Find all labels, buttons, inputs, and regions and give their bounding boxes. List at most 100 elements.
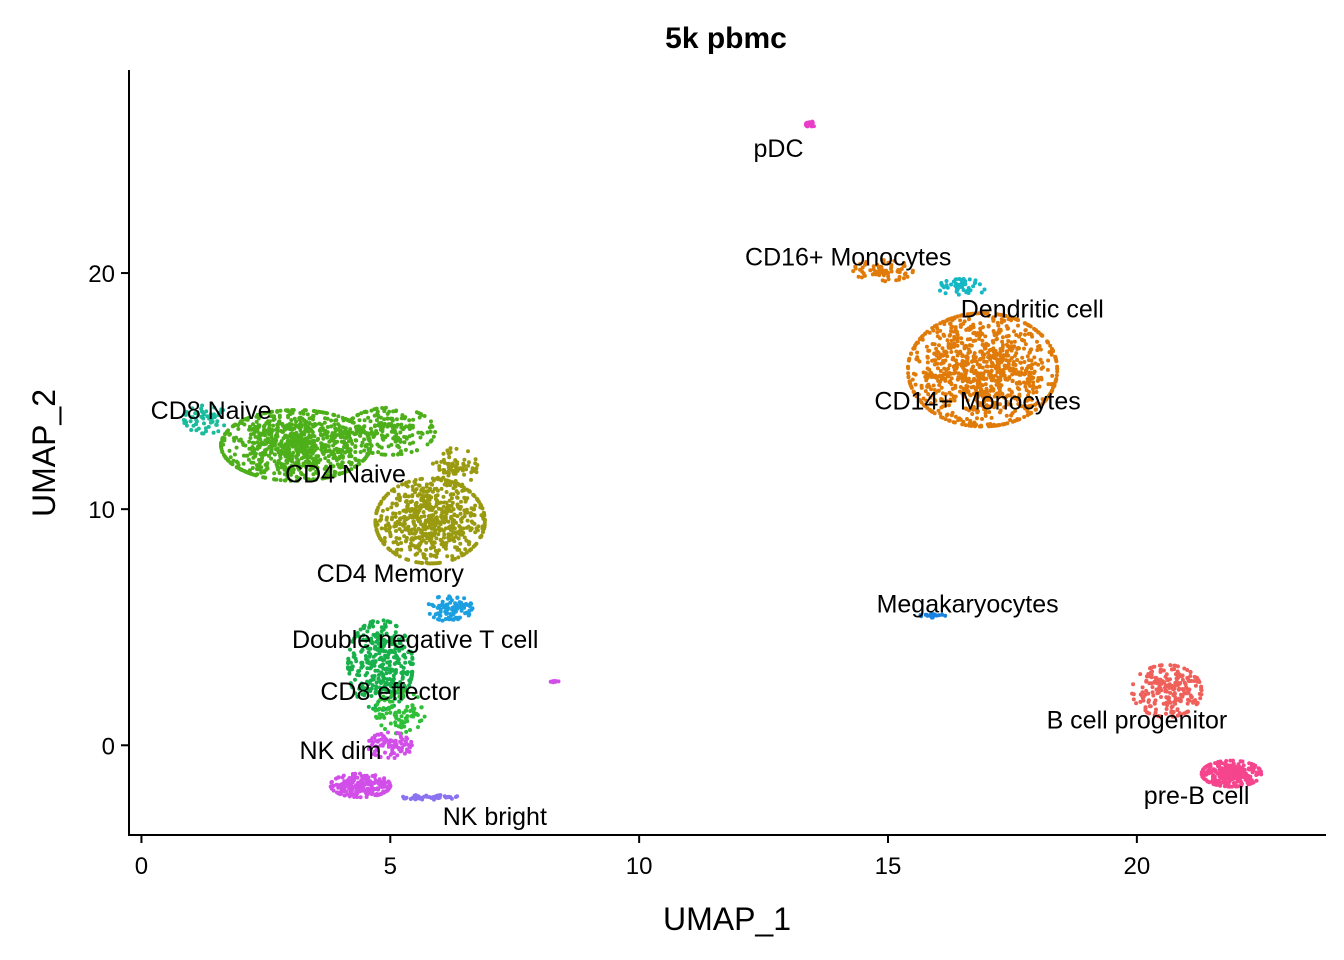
data-point (433, 430, 438, 434)
data-point (407, 544, 412, 549)
data-point (359, 665, 364, 670)
data-point (469, 607, 474, 612)
data-point (358, 795, 363, 800)
data-point (1005, 421, 1010, 426)
data-point (452, 513, 457, 518)
data-point (1027, 390, 1031, 394)
data-point (380, 508, 385, 513)
data-point (343, 428, 348, 433)
data-point (428, 553, 433, 558)
data-point (1000, 345, 1005, 350)
data-point (938, 411, 943, 416)
data-point (349, 461, 354, 465)
x-tick-label: 10 (626, 853, 653, 880)
data-point (968, 423, 973, 428)
data-point (393, 623, 398, 628)
data-point (450, 557, 455, 562)
data-point (1006, 326, 1011, 331)
data-point (457, 603, 462, 608)
data-point (952, 337, 957, 342)
data-point (264, 438, 269, 443)
data-point (405, 502, 410, 507)
data-point (977, 311, 982, 316)
data-point (1171, 687, 1176, 692)
data-point (374, 429, 379, 433)
data-point (440, 519, 445, 524)
data-point (1144, 688, 1149, 693)
cluster-label: CD14+ Monocytes (874, 388, 1080, 416)
data-point (263, 430, 268, 435)
data-point (303, 473, 308, 478)
data-point (258, 413, 263, 418)
data-point (445, 554, 450, 559)
data-point (954, 349, 959, 354)
data-point (462, 552, 467, 557)
data-point (902, 272, 907, 277)
data-point (439, 542, 444, 547)
data-point (284, 458, 289, 463)
data-point (468, 528, 473, 533)
data-point (430, 531, 434, 536)
data-point (422, 555, 426, 560)
data-point (992, 353, 997, 357)
data-point (928, 395, 933, 400)
data-point (345, 417, 350, 422)
data-point (350, 772, 355, 776)
data-point (262, 442, 267, 447)
data-point (984, 311, 988, 316)
data-point (473, 530, 478, 535)
data-point (455, 502, 460, 507)
data-point (290, 459, 295, 464)
data-point (411, 531, 416, 536)
data-point (958, 385, 963, 389)
data-point (358, 433, 362, 438)
data-point (974, 422, 979, 427)
data-point (424, 532, 429, 537)
data-point (390, 693, 395, 698)
data-point (427, 498, 432, 502)
data-point (395, 521, 400, 526)
data-point (391, 452, 395, 457)
data-point (1222, 769, 1227, 774)
data-point (462, 508, 467, 513)
data-point (469, 470, 474, 475)
data-point (969, 369, 974, 374)
cluster-points-double-negative-t-cell (346, 618, 415, 712)
data-point (1035, 401, 1039, 406)
data-point (212, 415, 217, 419)
data-point (958, 318, 963, 323)
data-point (337, 456, 342, 461)
data-point (983, 413, 988, 418)
data-point (931, 328, 936, 333)
data-point (384, 666, 389, 671)
data-point (975, 416, 979, 421)
data-point (992, 331, 997, 335)
data-point (275, 465, 280, 470)
data-point (342, 443, 347, 448)
data-point (398, 680, 403, 685)
data-point (433, 494, 438, 498)
data-point (390, 515, 395, 520)
data-point (925, 360, 930, 365)
data-point (262, 475, 267, 480)
data-point (446, 536, 451, 540)
data-point (1036, 362, 1041, 367)
data-point (471, 492, 476, 497)
data-point (404, 735, 409, 740)
data-point (258, 452, 263, 456)
data-point (914, 394, 919, 399)
data-point (234, 445, 239, 450)
data-point (417, 483, 422, 488)
cluster-label: Dendritic cell (961, 296, 1104, 324)
data-point (1030, 387, 1035, 392)
data-point (433, 516, 438, 521)
data-point (1023, 328, 1028, 333)
data-point (400, 646, 405, 651)
data-point (272, 452, 277, 457)
data-point (1176, 675, 1180, 680)
data-point (954, 358, 958, 363)
data-point (412, 512, 416, 517)
data-point (319, 441, 324, 446)
cluster-points-pdc (803, 119, 816, 129)
data-point (1193, 683, 1198, 688)
